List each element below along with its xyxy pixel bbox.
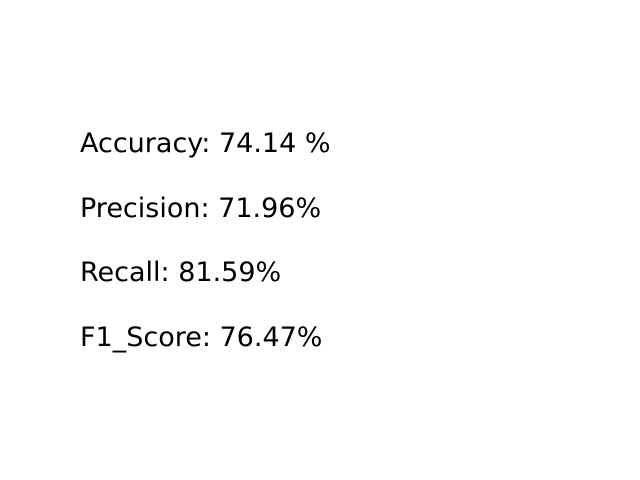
f1-score-metric: F1_Score: 76.47% — [80, 322, 323, 353]
recall-metric: Recall: 81.59% — [80, 257, 282, 288]
accuracy-metric: Accuracy: 74.14 % — [80, 128, 331, 159]
precision-metric: Precision: 71.96% — [80, 193, 322, 224]
